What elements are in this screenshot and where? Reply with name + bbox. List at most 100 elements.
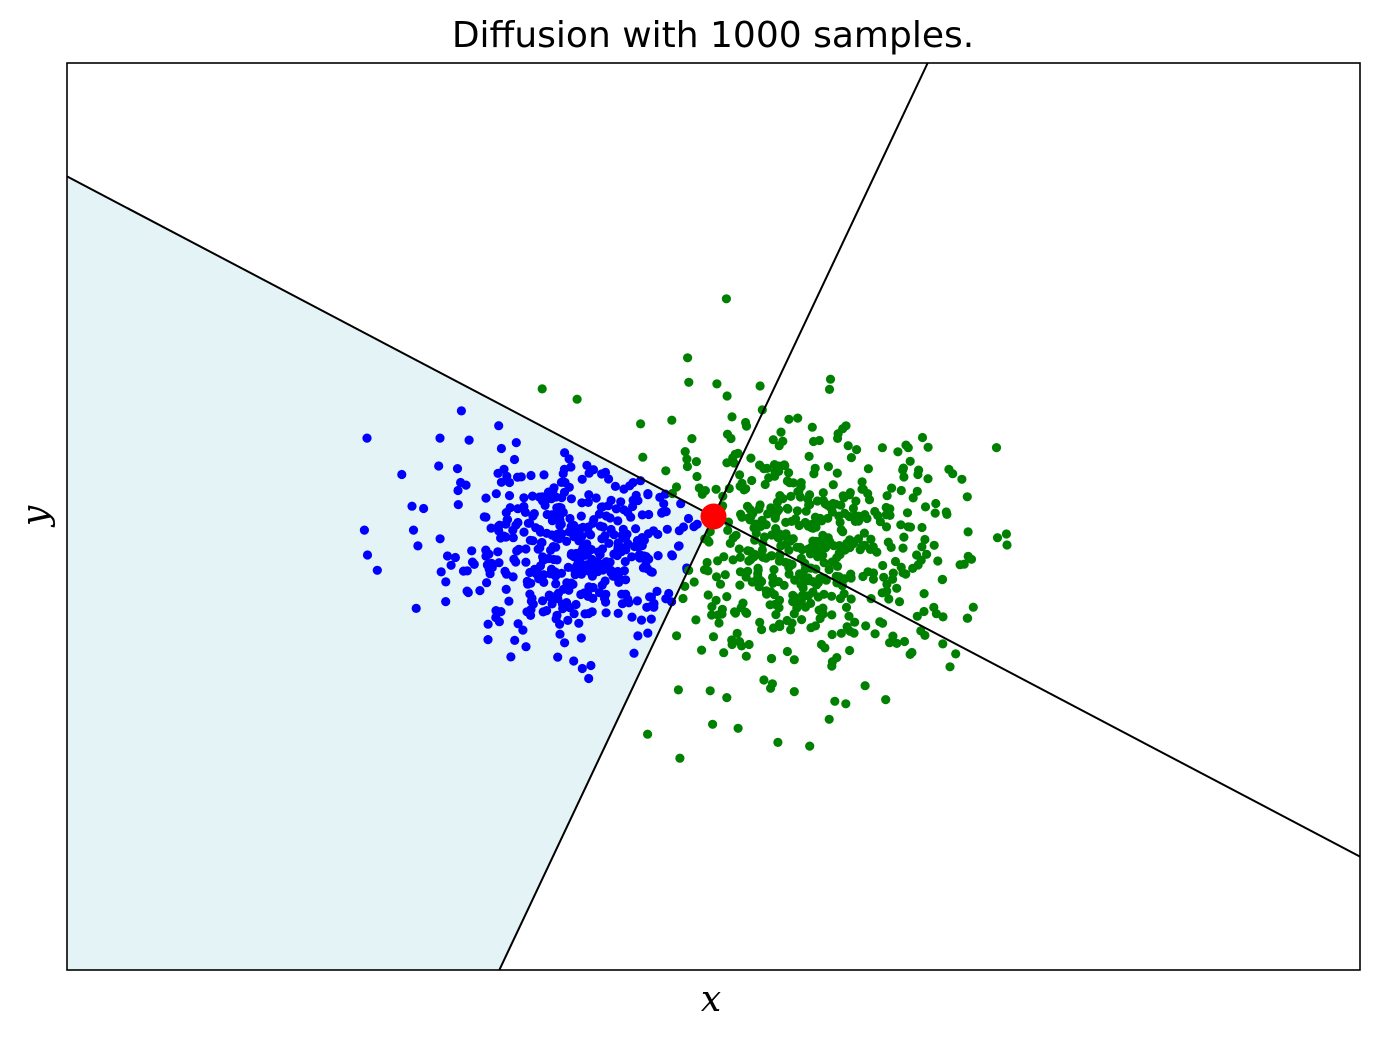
blue-sample-point bbox=[626, 512, 636, 522]
green-sample-point bbox=[850, 516, 860, 527]
green-sample-point bbox=[827, 591, 837, 601]
green-sample-point bbox=[672, 631, 682, 641]
blue-sample-point bbox=[597, 580, 607, 590]
green-sample-point bbox=[727, 412, 737, 422]
green-sample-point bbox=[782, 646, 793, 657]
blue-sample-point bbox=[673, 541, 684, 551]
green-sample-point bbox=[744, 639, 754, 650]
chart-title: Diffusion with 1000 samples. bbox=[452, 15, 974, 56]
green-sample-point bbox=[776, 427, 786, 437]
blue-sample-point bbox=[523, 518, 534, 528]
green-sample-point bbox=[764, 473, 774, 483]
blue-sample-point bbox=[467, 546, 477, 556]
green-sample-point bbox=[713, 556, 723, 566]
green-sample-point bbox=[838, 491, 848, 501]
plot-frame bbox=[66, 62, 1361, 971]
blue-sample-point bbox=[551, 614, 561, 624]
blue-sample-point bbox=[525, 535, 535, 545]
blue-sample-point bbox=[586, 544, 596, 555]
green-sample-point bbox=[766, 551, 776, 561]
origin-point bbox=[700, 503, 727, 530]
green-sample-point bbox=[728, 555, 738, 565]
blue-sample-point bbox=[547, 510, 557, 520]
green-sample-point bbox=[746, 555, 756, 565]
blue-sample-point bbox=[551, 542, 561, 552]
green-sample-point bbox=[768, 435, 778, 445]
green-sample-point bbox=[805, 549, 816, 559]
green-sample-point bbox=[831, 499, 841, 509]
blue-sample-point bbox=[577, 549, 588, 559]
blue-sample-point bbox=[456, 406, 466, 416]
green-sample-point bbox=[806, 598, 816, 609]
blue-sample-point bbox=[419, 503, 429, 514]
blue-sample-point bbox=[544, 590, 554, 600]
blue-sample-point bbox=[594, 588, 605, 598]
blue-sample-point bbox=[659, 499, 669, 509]
green-sample-point bbox=[922, 549, 932, 559]
green-sample-point bbox=[766, 654, 777, 664]
blue-sample-point bbox=[539, 577, 549, 588]
green-sample-point bbox=[814, 605, 824, 615]
blue-sample-point bbox=[453, 500, 463, 510]
blue-sample-point bbox=[563, 562, 573, 573]
green-sample-point bbox=[743, 546, 753, 556]
green-sample-point bbox=[818, 550, 828, 560]
green-sample-point bbox=[808, 523, 818, 533]
blue-sample-point bbox=[627, 612, 637, 622]
blue-sample-point bbox=[627, 552, 637, 562]
green-sample-point bbox=[769, 460, 780, 470]
green-sample-point bbox=[829, 541, 839, 551]
green-sample-point bbox=[717, 609, 727, 619]
green-sample-point bbox=[755, 576, 766, 586]
green-sample-point bbox=[818, 488, 828, 498]
blue-sample-point bbox=[494, 526, 504, 536]
blue-sample-point bbox=[525, 589, 535, 599]
green-sample-point bbox=[858, 571, 868, 582]
blue-sample-point bbox=[598, 502, 608, 512]
green-sample-point bbox=[859, 528, 870, 538]
green-sample-point bbox=[757, 545, 768, 555]
blue-sample-point bbox=[584, 582, 594, 592]
green-sample-point bbox=[771, 610, 781, 620]
green-sample-point bbox=[783, 504, 793, 514]
blue-sample-point bbox=[551, 579, 561, 589]
blue-sample-point bbox=[653, 551, 663, 561]
blue-sample-point bbox=[522, 576, 532, 587]
green-sample-point bbox=[699, 565, 710, 575]
green-sample-point bbox=[859, 540, 870, 550]
green-sample-point bbox=[745, 515, 755, 525]
blue-sample-point bbox=[521, 642, 531, 652]
green-sample-point bbox=[879, 572, 889, 582]
blue-sample-point bbox=[521, 544, 531, 554]
green-sample-point bbox=[931, 609, 942, 619]
green-sample-point bbox=[723, 517, 734, 527]
green-sample-point bbox=[899, 636, 910, 647]
green-sample-point bbox=[722, 693, 732, 703]
blue-sample-point bbox=[501, 584, 511, 595]
green-sample-point bbox=[898, 543, 908, 553]
green-sample-point bbox=[841, 421, 851, 431]
blue-sample-point bbox=[511, 438, 521, 448]
green-sample-point bbox=[923, 474, 933, 484]
green-sample-point bbox=[708, 632, 719, 642]
blue-sample-point bbox=[504, 596, 514, 606]
blue-sample-point bbox=[496, 533, 506, 543]
green-sample-point bbox=[732, 628, 742, 639]
blue-sample-point bbox=[576, 511, 586, 521]
green-sample-point bbox=[917, 432, 928, 443]
blue-sample-point bbox=[606, 524, 616, 535]
x-axis-label: x bbox=[701, 979, 721, 1020]
blue-sample-point bbox=[661, 594, 671, 604]
green-sample-point bbox=[868, 568, 879, 578]
green-sample-point bbox=[920, 502, 931, 512]
green-sample-point bbox=[962, 613, 972, 623]
blue-sample-point bbox=[631, 490, 641, 500]
green-sample-point bbox=[638, 452, 648, 462]
green-sample-point bbox=[882, 586, 892, 596]
blue-sample-point bbox=[584, 673, 594, 684]
green-sample-point bbox=[841, 602, 852, 613]
blue-sample-point bbox=[574, 536, 584, 546]
green-sample-point bbox=[898, 463, 909, 473]
blue-sample-point bbox=[579, 564, 589, 575]
blue-sample-point bbox=[620, 557, 630, 567]
